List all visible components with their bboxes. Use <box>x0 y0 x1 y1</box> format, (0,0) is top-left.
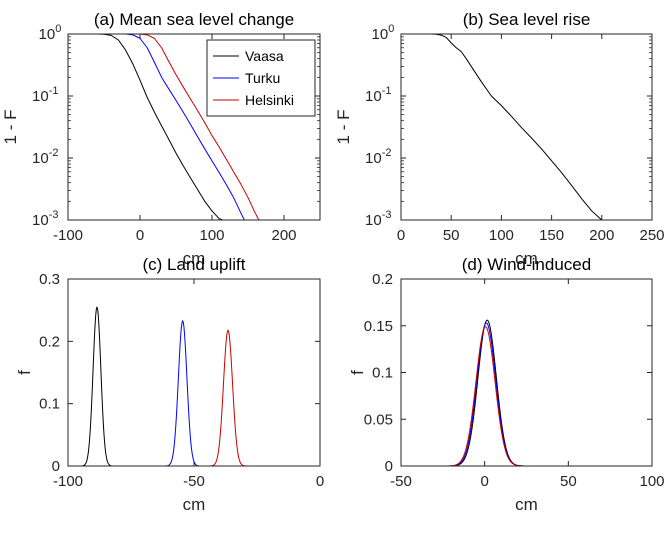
x-tick-label: 150 <box>539 227 564 244</box>
x-tick-label: 200 <box>589 227 614 244</box>
y-tick-label: 100 <box>39 23 62 43</box>
y-tick-label: 10-2 <box>32 147 58 167</box>
y-tick-label: 0.15 <box>364 318 393 335</box>
y-tick-label: 0.2 <box>39 333 60 350</box>
panel-b: 0 50 100 150 200 250 100 10-1 10-2 10-3 (b) Sea le… <box>334 10 665 268</box>
x-tick-label: -100 <box>53 227 83 244</box>
y-tick-label: 0 <box>385 458 393 475</box>
legend-label: Vaasa <box>245 48 284 64</box>
x-tick-label: 100 <box>199 227 224 244</box>
y-tick-label: 0 <box>52 458 60 475</box>
y-axis-label: f <box>15 370 34 375</box>
legend: Vaasa Turku Helsinki <box>206 39 316 117</box>
y-axis-label: 1 - F <box>1 110 20 145</box>
plot-area <box>68 34 260 220</box>
y-tick-label: 10-2 <box>365 147 391 167</box>
y-tick-label: 10-1 <box>365 85 391 105</box>
series-line-helsinki <box>68 34 260 220</box>
x-tick-label: -100 <box>53 473 83 490</box>
y-tick-label: 0.1 <box>39 396 60 413</box>
series-line-turku <box>68 320 320 466</box>
axes-box <box>400 33 653 221</box>
x-tick-label: 250 <box>639 227 664 244</box>
x-tick-label: 0 <box>397 227 405 244</box>
y-axis-label: f <box>348 370 367 375</box>
x-tick-label: 50 <box>443 227 460 244</box>
series-line-vaasa <box>68 34 223 220</box>
series-line-turku <box>68 34 245 220</box>
axes-box <box>67 33 321 221</box>
x-tick-label: 100 <box>489 227 514 244</box>
chart-title: (d) Wind-induced <box>462 255 591 274</box>
x-tick-label: 0 <box>136 227 144 244</box>
x-tick-label: -50 <box>390 473 412 490</box>
series-line-main <box>421 34 603 220</box>
y-axis-label: 1 - F <box>334 110 353 145</box>
y-tick-label: 10-3 <box>32 209 58 229</box>
x-axis-label: cm <box>515 249 538 268</box>
x-tick-label: 0 <box>316 473 324 490</box>
series-line-turku <box>401 322 652 466</box>
y-tick-label: 0.2 <box>372 271 393 288</box>
chart-title: (a) Mean sea level change <box>94 10 294 29</box>
series-line-helsinki <box>401 326 652 466</box>
x-axis-label: cm <box>515 495 538 514</box>
x-tick-label: -50 <box>183 473 205 490</box>
plot-area <box>68 306 320 466</box>
x-tick-label: 0 <box>480 473 488 490</box>
x-axis-label: cm <box>183 249 206 268</box>
panel-a: -100 0 100 200 100 10-1 10-2 10-3 (a) Mean sea l… <box>1 10 321 268</box>
y-tick-label: 0.1 <box>372 365 393 382</box>
y-tick-label: 10-1 <box>32 85 58 105</box>
plot-area <box>401 319 652 466</box>
y-tick-label: 10-3 <box>365 209 391 229</box>
axes-box <box>400 278 653 467</box>
series-line-helsinki <box>68 329 320 466</box>
series-line-vaasa <box>401 319 652 466</box>
x-tick-label: 100 <box>639 473 664 490</box>
legend-label: Helsinki <box>245 92 294 108</box>
x-tick-label: 50 <box>560 473 577 490</box>
chart-title: (c) Land uplift <box>143 255 246 274</box>
panel-c: -100 -50 0 0 0.1 0.2 0.3 (c) Land uplift cm f <box>15 255 324 514</box>
x-tick-label: 200 <box>271 227 296 244</box>
x-axis-label: cm <box>183 495 206 514</box>
axes-box <box>67 278 321 467</box>
series-line-vaasa <box>68 306 320 466</box>
y-tick-label: 0.05 <box>364 411 393 428</box>
y-tick-label: 0.3 <box>39 271 60 288</box>
legend-label: Turku <box>245 70 280 86</box>
plot-area <box>421 34 603 220</box>
y-tick-label: 100 <box>372 23 395 43</box>
chart-title: (b) Sea level rise <box>463 10 591 29</box>
